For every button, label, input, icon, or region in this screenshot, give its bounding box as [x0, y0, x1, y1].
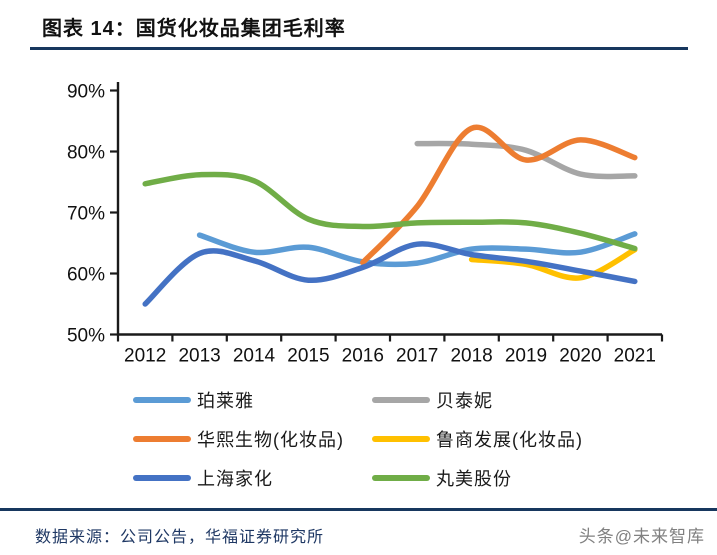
x-axis-label: 2019 — [505, 346, 547, 367]
series-line-lushang — [468, 246, 638, 281]
line-chart: 50% 60% 70% 80% 90% 2012 2013 2014 2015 2016 2017 2… — [67, 82, 664, 367]
x-axis-label: 2014 — [233, 346, 276, 367]
x-axis-label: 2012 — [124, 346, 166, 367]
x-axis-label: 2013 — [178, 346, 220, 367]
series-line-bloomage — [360, 124, 638, 266]
y-axis-label: 60% — [67, 265, 105, 286]
x-axis-label: 2015 — [287, 346, 329, 367]
x-axis-label: 2016 — [342, 346, 384, 367]
legend-item-lushang: 鲁商发展(化妆品) — [372, 427, 603, 451]
legend-swatch-betaini — [372, 397, 430, 403]
legend-swatch-lushang — [372, 436, 430, 442]
series-line-proya — [196, 231, 638, 268]
legend-label-bloomage: 华熙生物(化妆品) — [197, 430, 344, 450]
legend-item-proya: 珀莱雅 — [133, 388, 372, 412]
title-rule — [30, 47, 688, 50]
data-source-text: 数据来源：公司公告，华福证券研究所 — [35, 529, 325, 546]
y-axis-label: 90% — [67, 82, 105, 103]
legend-swatch-proya — [133, 397, 191, 403]
series-line-jahwa — [142, 241, 638, 307]
x-axis-label: 2017 — [396, 346, 438, 367]
legend-label-marubi: 丸美股份 — [436, 469, 512, 489]
legend-item-marubi: 丸美股份 — [372, 466, 603, 490]
y-axis-label: 50% — [67, 326, 105, 347]
legend-label-proya: 珀莱雅 — [197, 391, 254, 411]
watermark-text: 头条@未来智库 — [578, 527, 705, 546]
series-line-marubi — [142, 171, 638, 252]
legend-swatch-marubi — [372, 475, 430, 481]
y-axis-label: 80% — [67, 143, 105, 164]
legend-item-bloomage: 华熙生物(化妆品) — [133, 427, 372, 451]
legend-label-jahwa: 上海家化 — [197, 469, 273, 489]
x-axis-label: 2018 — [450, 346, 492, 367]
legend-label-betaini: 贝泰妮 — [436, 391, 493, 411]
legend-item-jahwa: 上海家化 — [133, 466, 372, 490]
legend-label-lushang: 鲁商发展(化妆品) — [436, 430, 583, 450]
axis-lines — [116, 82, 662, 336]
page-title: 图表 14：国货化妆品集团毛利率 — [42, 18, 346, 40]
footer-rule — [0, 508, 717, 511]
y-axis-label: 70% — [67, 204, 105, 225]
x-axis-label: 2020 — [559, 346, 601, 367]
legend-swatch-bloomage — [133, 436, 191, 442]
legend-item-betaini: 贝泰妮 — [372, 388, 603, 412]
chart-legend: 珀莱雅 贝泰妮华熙生物(化妆品) 鲁商发展(化妆品) 上海家化 丸美股份 — [133, 388, 603, 490]
legend-swatch-jahwa — [133, 475, 191, 481]
x-axis-label: 2021 — [614, 346, 656, 367]
